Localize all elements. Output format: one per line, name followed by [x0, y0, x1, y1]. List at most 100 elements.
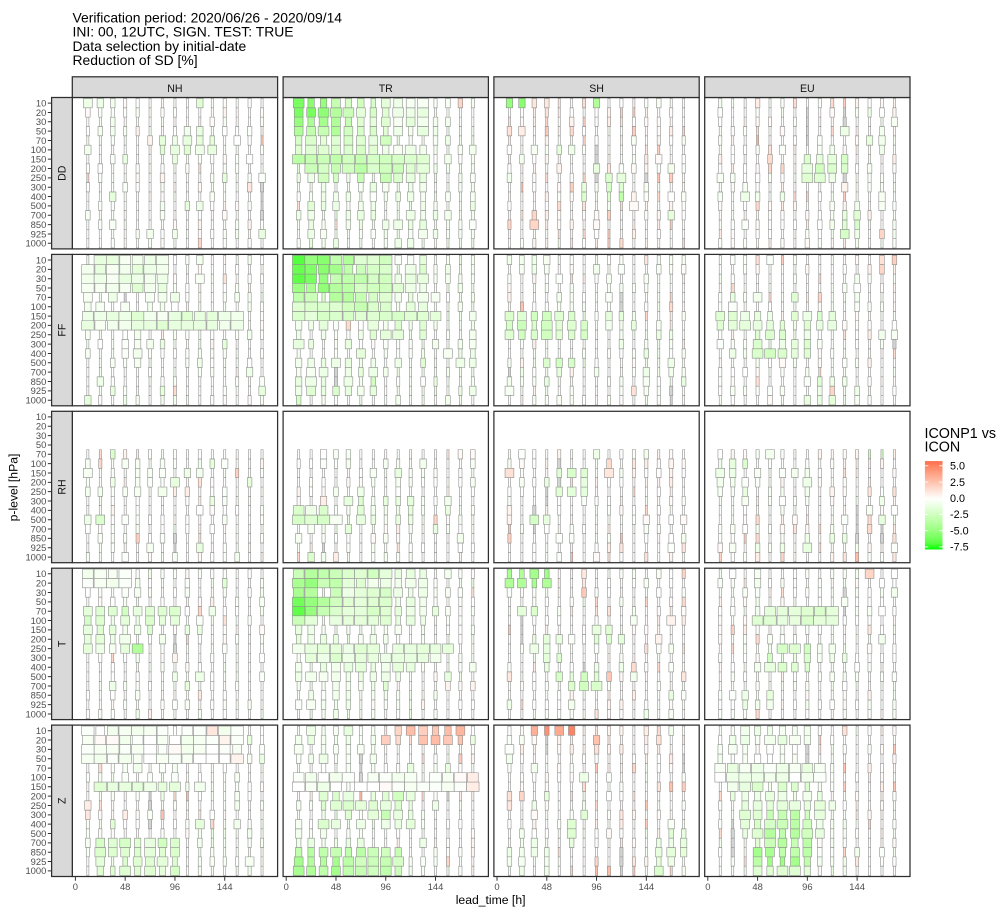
- svg-text:925: 925: [31, 385, 47, 396]
- svg-text:0: 0: [73, 881, 78, 892]
- svg-text:20: 20: [36, 264, 46, 275]
- svg-text:1000: 1000: [25, 551, 46, 562]
- svg-text:250: 250: [31, 800, 47, 811]
- svg-text:EU: EU: [800, 83, 815, 95]
- svg-text:200: 200: [31, 790, 47, 801]
- svg-text:400: 400: [31, 662, 47, 673]
- svg-text:250: 250: [31, 329, 47, 340]
- svg-text:20: 20: [36, 421, 46, 432]
- svg-text:TR: TR: [379, 83, 393, 95]
- svg-text:400: 400: [31, 818, 47, 829]
- svg-text:-2.5: -2.5: [950, 509, 969, 521]
- svg-text:0: 0: [494, 881, 499, 892]
- svg-text:300: 300: [31, 495, 47, 506]
- svg-text:48: 48: [120, 881, 130, 892]
- svg-text:DD: DD: [57, 165, 69, 181]
- svg-text:96: 96: [802, 881, 812, 892]
- svg-text:10: 10: [36, 411, 46, 422]
- svg-text:200: 200: [31, 163, 47, 174]
- svg-text:p-level [hPa]: p-level [hPa]: [7, 454, 21, 522]
- svg-text:70: 70: [36, 605, 46, 616]
- svg-text:400: 400: [31, 191, 47, 202]
- svg-text:100: 100: [31, 615, 47, 626]
- svg-text:150: 150: [31, 153, 47, 164]
- svg-text:10: 10: [36, 254, 46, 265]
- svg-text:144: 144: [217, 881, 233, 892]
- svg-text:250: 250: [31, 486, 47, 497]
- svg-text:2.5: 2.5: [950, 477, 965, 489]
- svg-text:850: 850: [31, 376, 47, 387]
- svg-text:lead_time [h]: lead_time [h]: [456, 893, 526, 907]
- svg-text:30: 30: [36, 430, 46, 441]
- svg-text:250: 250: [31, 172, 47, 183]
- svg-text:30: 30: [36, 116, 46, 127]
- svg-text:700: 700: [31, 680, 47, 691]
- svg-text:700: 700: [31, 210, 47, 221]
- svg-text:ICON: ICON: [925, 439, 961, 455]
- svg-text:200: 200: [31, 634, 47, 645]
- svg-text:Z: Z: [57, 797, 69, 804]
- svg-text:T: T: [57, 640, 69, 647]
- svg-text:925: 925: [31, 228, 47, 239]
- svg-text:70: 70: [36, 135, 46, 146]
- svg-text:30: 30: [36, 587, 46, 598]
- svg-text:1000: 1000: [25, 394, 46, 405]
- svg-text:500: 500: [31, 357, 47, 368]
- svg-text:50: 50: [36, 125, 46, 136]
- svg-text:150: 150: [31, 467, 47, 478]
- svg-text:70: 70: [36, 762, 46, 773]
- svg-text:100: 100: [31, 772, 47, 783]
- svg-text:10: 10: [36, 725, 46, 736]
- svg-text:RH: RH: [57, 479, 69, 494]
- svg-text:50: 50: [36, 596, 46, 607]
- svg-text:500: 500: [31, 828, 47, 839]
- svg-text:925: 925: [31, 542, 47, 553]
- svg-text:144: 144: [638, 881, 654, 892]
- svg-text:INI: 00, 12UTC, SIGN. TEST: TR: INI: 00, 12UTC, SIGN. TEST: TRUE: [73, 24, 294, 40]
- svg-text:0.0: 0.0: [950, 493, 965, 505]
- svg-text:20: 20: [36, 577, 46, 588]
- svg-text:20: 20: [36, 734, 46, 745]
- svg-text:500: 500: [31, 671, 47, 682]
- svg-text:500: 500: [31, 514, 47, 525]
- svg-text:50: 50: [36, 439, 46, 450]
- svg-text:-5.0: -5.0: [950, 525, 969, 537]
- svg-text:50: 50: [36, 282, 46, 293]
- svg-text:Verification period: 2020/06/2: Verification period: 2020/06/26 - 2020/0…: [73, 10, 343, 26]
- svg-text:150: 150: [31, 781, 47, 792]
- svg-text:925: 925: [31, 856, 47, 867]
- svg-text:850: 850: [31, 690, 47, 701]
- svg-text:ICONP1 vs: ICONP1 vs: [925, 426, 997, 442]
- svg-text:FF: FF: [57, 323, 69, 336]
- svg-text:96: 96: [381, 881, 391, 892]
- svg-text:96: 96: [591, 881, 601, 892]
- svg-text:100: 100: [31, 144, 47, 155]
- svg-text:10: 10: [36, 568, 46, 579]
- svg-text:700: 700: [31, 523, 47, 534]
- svg-text:30: 30: [36, 273, 46, 284]
- svg-text:500: 500: [31, 200, 47, 211]
- svg-text:200: 200: [31, 477, 47, 488]
- svg-text:850: 850: [31, 219, 47, 230]
- svg-text:NH: NH: [167, 83, 182, 95]
- svg-text:300: 300: [31, 338, 47, 349]
- svg-text:20: 20: [36, 107, 46, 118]
- svg-text:30: 30: [36, 744, 46, 755]
- svg-text:48: 48: [542, 881, 552, 892]
- svg-text:1000: 1000: [25, 708, 46, 719]
- svg-text:1000: 1000: [25, 865, 46, 876]
- svg-text:5.0: 5.0: [950, 461, 965, 473]
- svg-text:300: 300: [31, 809, 47, 820]
- svg-text:Data selection by initial-date: Data selection by initial-date: [73, 38, 247, 54]
- svg-text:100: 100: [31, 301, 47, 312]
- svg-text:144: 144: [849, 881, 865, 892]
- svg-text:48: 48: [331, 881, 341, 892]
- svg-text:300: 300: [31, 182, 47, 193]
- svg-text:700: 700: [31, 837, 47, 848]
- svg-text:200: 200: [31, 320, 47, 331]
- svg-text:70: 70: [36, 449, 46, 460]
- svg-text:850: 850: [31, 533, 47, 544]
- svg-text:10: 10: [36, 97, 46, 108]
- svg-text:150: 150: [31, 310, 47, 321]
- svg-text:400: 400: [31, 505, 47, 516]
